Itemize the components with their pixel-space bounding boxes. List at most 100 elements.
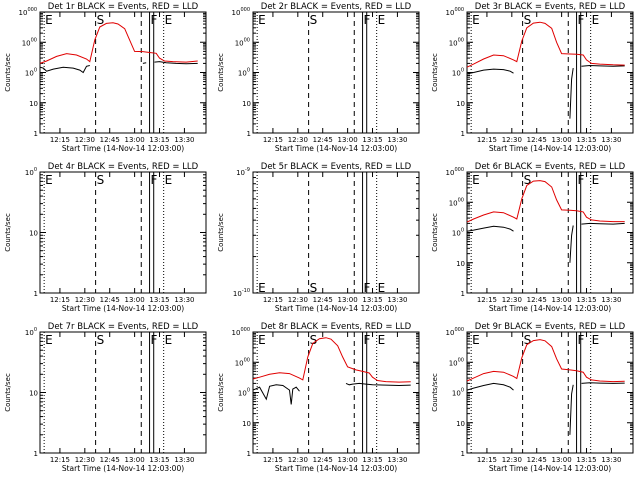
x-tick-label: 12:30 xyxy=(502,136,522,144)
axes-frame xyxy=(466,331,634,454)
y-tick-label: 10-10 xyxy=(233,288,250,298)
panel-p1: Det 1r BLACK = Events, RED = LLD 1 10 100 10… xyxy=(4,2,207,153)
x-tick-label: 12:30 xyxy=(75,296,95,304)
time-marker-label: E xyxy=(378,13,386,27)
panel-title: Det 6r BLACK = Events, RED = LLD xyxy=(475,162,626,172)
y-tick-label: 10000 xyxy=(232,7,250,17)
panel-title: Det 9r BLACK = Events, RED = LLD xyxy=(475,322,626,332)
events-series-line xyxy=(581,64,625,67)
x-tick-label: 12:15 xyxy=(50,456,70,464)
x-tick-label: 13:00 xyxy=(125,296,145,304)
panel-title: Det 2r BLACK = Events, RED = LLD xyxy=(261,2,412,12)
axes-frame xyxy=(466,171,634,294)
y-tick-label: 10 xyxy=(456,260,465,268)
x-tick-label: 13:30 xyxy=(601,296,621,304)
y-tick-label: 100 xyxy=(238,68,250,78)
time-marker-label: E xyxy=(258,333,266,347)
x-axis-label: Start Time (14-Nov-14 12:03:00) xyxy=(275,464,397,473)
axes-frame xyxy=(39,331,207,454)
y-axis-label: Counts/sec xyxy=(217,53,225,92)
y-axis-label: Counts/sec xyxy=(431,373,439,412)
axes-frame xyxy=(39,171,207,294)
time-marker-label: S xyxy=(97,13,105,27)
y-axis-label: Counts/sec xyxy=(4,373,12,412)
time-marker-label: E xyxy=(472,173,480,187)
x-tick-label: 12:30 xyxy=(75,136,95,144)
panel-p2: Det 2r BLACK = Events, RED = LLD 1 10 100 10… xyxy=(217,2,420,153)
time-marker-label: E xyxy=(258,13,266,27)
x-tick-label: 13:00 xyxy=(552,296,572,304)
x-tick-label: 13:15 xyxy=(576,296,596,304)
y-tick-label: 100 xyxy=(452,388,464,398)
x-tick-label: 13:00 xyxy=(338,296,358,304)
y-tick-label: 1 xyxy=(461,130,465,138)
x-tick-label: 13:15 xyxy=(362,456,382,464)
time-marker-label: S xyxy=(310,333,318,347)
y-tick-label: 10 xyxy=(242,100,251,108)
time-marker-label: E xyxy=(45,13,53,27)
y-tick-label: 1 xyxy=(34,450,38,458)
x-axis-label: Start Time (14-Nov-14 12:03:00) xyxy=(62,464,184,473)
y-tick-label: 1 xyxy=(247,130,251,138)
y-tick-label: 1000 xyxy=(449,37,464,47)
x-tick-label: 13:30 xyxy=(174,456,194,464)
x-tick-label: 13:30 xyxy=(601,456,621,464)
x-tick-label: 13:30 xyxy=(174,296,194,304)
events-series-line xyxy=(581,222,625,225)
x-tick-label: 12:30 xyxy=(288,136,308,144)
x-tick-label: 12:45 xyxy=(527,456,547,464)
y-tick-label: 10-9 xyxy=(236,167,250,177)
y-tick-label: 10 xyxy=(29,390,38,398)
y-axis-label: Counts/sec xyxy=(431,213,439,252)
x-tick-label: 13:00 xyxy=(552,136,572,144)
x-tick-label: 13:00 xyxy=(552,456,572,464)
x-tick-label: 13:15 xyxy=(149,136,169,144)
x-tick-label: 13:30 xyxy=(601,136,621,144)
x-tick-label: 13:30 xyxy=(174,136,194,144)
time-marker-label: E xyxy=(45,333,53,347)
y-tick-label: 10 xyxy=(456,100,465,108)
panel-p9: Det 9r BLACK = Events, RED = LLD 1 10 100 10… xyxy=(431,322,634,473)
time-marker-label: E xyxy=(165,333,173,347)
y-tick-label: 10 xyxy=(29,230,38,238)
y-axis-label: Counts/sec xyxy=(431,53,439,92)
lld-series-line xyxy=(466,180,625,223)
lld-series-line xyxy=(39,22,198,64)
lld-series-line xyxy=(466,339,625,383)
x-tick-label: 12:45 xyxy=(100,456,120,464)
y-axis-label: Counts/sec xyxy=(217,373,225,412)
panel-p8: Det 8r BLACK = Events, RED = LLD 1 10 100 10… xyxy=(217,322,420,473)
y-tick-label: 1 xyxy=(247,450,251,458)
y-axis-label: Counts/sec xyxy=(4,213,12,252)
time-marker-label: E xyxy=(165,173,173,187)
events-series-line xyxy=(569,384,574,435)
time-marker-label: E xyxy=(378,333,386,347)
axes-frame xyxy=(39,11,207,134)
y-tick-label: 10000 xyxy=(19,7,37,17)
y-tick-label: 10 xyxy=(242,420,251,428)
axes-frame xyxy=(252,171,420,294)
x-tick-label: 12:15 xyxy=(263,296,283,304)
y-tick-label: 100 xyxy=(452,228,464,238)
panel-p7: Det 7r BLACK = Events, RED = LLD 1 10 100 12… xyxy=(4,322,207,473)
x-tick-label: 13:30 xyxy=(387,296,407,304)
x-axis-label: Start Time (14-Nov-14 12:03:00) xyxy=(489,144,611,153)
events-series-line xyxy=(581,382,625,384)
panel-title: Det 8r BLACK = Events, RED = LLD xyxy=(261,322,412,332)
panel-p6: Det 6r BLACK = Events, RED = LLD 1 10 100 10… xyxy=(431,162,634,313)
panel-p4: Det 4r BLACK = Events, RED = LLD 1 10 100 12… xyxy=(4,162,207,313)
x-tick-label: 12:30 xyxy=(288,296,308,304)
x-tick-label: 12:45 xyxy=(313,136,333,144)
time-marker-label: E xyxy=(45,173,53,187)
x-tick-label: 12:15 xyxy=(477,136,497,144)
time-marker-label: S xyxy=(524,333,532,347)
x-tick-label: 13:15 xyxy=(149,456,169,464)
panel-title: Det 1r BLACK = Events, RED = LLD xyxy=(48,2,199,12)
time-marker-label: S xyxy=(524,173,532,187)
y-tick-label: 1000 xyxy=(235,37,250,47)
events-series-line xyxy=(252,384,300,405)
time-marker-label: S xyxy=(310,13,318,27)
x-axis-label: Start Time (14-Nov-14 12:03:00) xyxy=(489,464,611,473)
panel-title: Det 5r BLACK = Events, RED = LLD xyxy=(261,162,412,172)
